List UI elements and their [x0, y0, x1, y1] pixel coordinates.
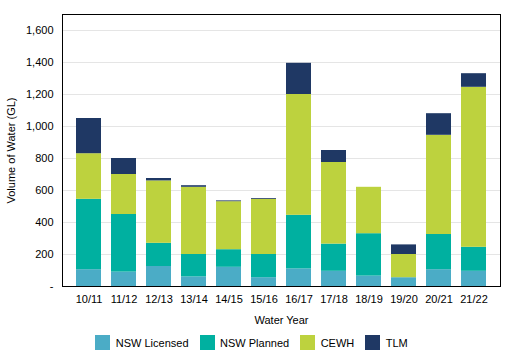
svg-text:600: 600 — [35, 184, 53, 196]
svg-text:200: 200 — [35, 248, 53, 260]
html-text:NSW Planned: NSW Planned — [220, 336, 290, 349]
svg-text:11/12: 11/12 — [111, 293, 138, 305]
svg-text:13/14: 13/14 — [180, 293, 208, 305]
html-text:TLM: TLM — [385, 336, 408, 349]
svg-text:17/18: 17/18 — [320, 293, 348, 305]
html-text:CEWH: CEWH — [320, 336, 355, 349]
html-text:NSW Licensed: NSW Licensed — [115, 336, 189, 349]
svg-text:1,400: 1,400 — [26, 56, 54, 68]
svg-text:12/13: 12/13 — [145, 293, 173, 305]
svg-text:20/21: 20/21 — [425, 293, 453, 305]
svg-text:19/20: 19/20 — [390, 293, 418, 305]
svg-text:Volume of Water (GL): Volume of Water (GL) — [5, 98, 17, 204]
svg-text:15/16: 15/16 — [250, 293, 278, 305]
svg-text:1,600: 1,600 — [26, 24, 54, 36]
svg-text:14/15: 14/15 — [215, 293, 243, 305]
svg-text:800: 800 — [35, 152, 53, 164]
svg-text:21/22: 21/22 — [460, 293, 488, 305]
svg-text:1,000: 1,000 — [26, 120, 54, 132]
svg-text:10/11: 10/11 — [76, 293, 103, 305]
svg-text:-: - — [50, 280, 54, 292]
svg-text:400: 400 — [35, 216, 53, 228]
svg-text:1,200: 1,200 — [26, 88, 54, 100]
svg-text:16/17: 16/17 — [285, 293, 313, 305]
svg-text:Water Year: Water Year — [254, 314, 308, 326]
svg-text:18/19: 18/19 — [355, 293, 383, 305]
